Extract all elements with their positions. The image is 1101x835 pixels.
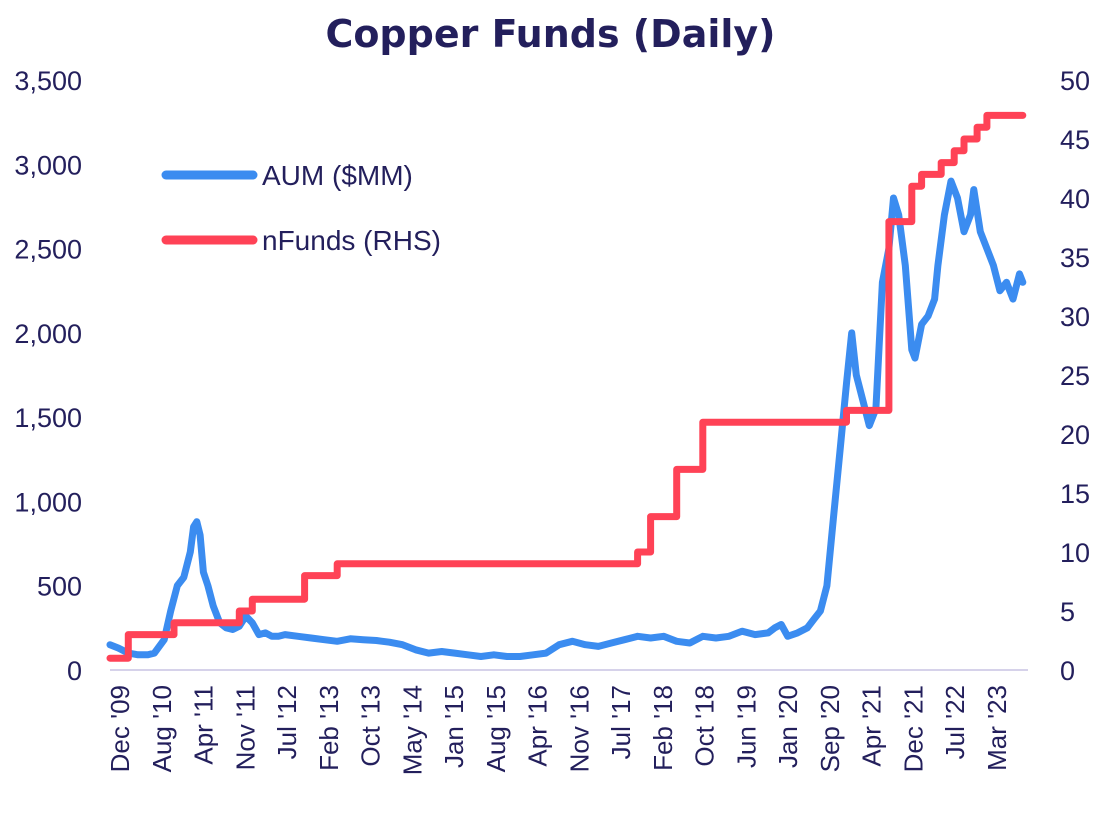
- right-axis-tick-label: 50: [1060, 66, 1090, 96]
- right-axis-tick-label: 0: [1060, 656, 1075, 686]
- x-axis-tick-label: Aug '10: [147, 685, 177, 772]
- x-axis-tick-label: Dec '21: [898, 685, 928, 772]
- x-axis-tick-label: Oct '18: [690, 685, 720, 767]
- left-axis-tick-label: 3,000: [14, 150, 82, 180]
- x-axis-tick-label: Sep '20: [815, 685, 845, 772]
- x-axis-tick-label: Jan '15: [439, 685, 469, 768]
- x-axis-tick-label: Nov '16: [564, 685, 594, 772]
- left-axis-tick-label: 1,000: [14, 487, 82, 517]
- x-axis-tick-label: Jul '17: [606, 685, 636, 759]
- right-axis-tick-label: 45: [1060, 125, 1090, 155]
- legend: AUM ($MM) nFunds (RHS): [161, 160, 441, 256]
- right-axis-tick-label: 25: [1060, 361, 1090, 391]
- left-axis-tick-label: 500: [37, 572, 82, 602]
- x-axis-tick-label: Nov '11: [230, 685, 260, 770]
- left-axis-tick-label: 1,500: [14, 403, 82, 433]
- x-axis-tick-label: Jul '22: [940, 685, 970, 759]
- x-axis-tick-label: Feb '13: [314, 685, 344, 771]
- right-axis-tick-label: 10: [1060, 538, 1090, 568]
- series-layer: [106, 111, 1027, 662]
- right-axis-tick-label: 15: [1060, 479, 1090, 509]
- left-axis: 0 500 1,000 1,500 2,000 2,500 3,000 3,500: [14, 66, 82, 686]
- right-axis: 0 5 10 15 20 25 30 35 40 45 50: [1060, 66, 1090, 686]
- x-axis-tick-label: May '14: [397, 685, 427, 775]
- right-axis-tick-label: 35: [1060, 243, 1090, 273]
- left-axis-tick-label: 3,500: [14, 66, 82, 96]
- x-axis-tick-label: Apr '21: [857, 685, 887, 767]
- right-axis-tick-label: 40: [1060, 184, 1090, 214]
- x-axis-tick-label: Jun '19: [731, 685, 761, 768]
- x-axis: Dec '09 Aug '10 Apr '11 Nov '11 Jul '12 Feb '…: [105, 669, 1028, 775]
- left-axis-tick-label: 0: [67, 656, 82, 686]
- left-axis-tick-label: 2,000: [14, 319, 82, 349]
- right-axis-tick-label: 5: [1060, 597, 1075, 627]
- legend-label: AUM ($MM): [262, 160, 413, 191]
- legend-label: nFunds (RHS): [262, 225, 441, 256]
- x-axis-tick-label: Oct '13: [356, 685, 386, 767]
- x-axis-tick-label: Apr '16: [523, 685, 553, 767]
- right-axis-tick-label: 20: [1060, 420, 1090, 450]
- x-axis-tick-label: Mar '23: [982, 685, 1012, 771]
- right-axis-tick-label: 30: [1060, 302, 1090, 332]
- left-axis-tick-label: 2,500: [14, 235, 82, 265]
- x-axis-tick-label: Feb '18: [648, 685, 678, 771]
- series-line-nfunds-rhs: [106, 111, 1027, 662]
- x-axis-tick-label: Jan '20: [773, 685, 803, 768]
- x-axis-tick-label: Aug '15: [481, 685, 511, 772]
- x-axis-tick-label: Dec '09: [105, 685, 135, 772]
- x-axis-tick-label: Jul '12: [272, 685, 302, 759]
- x-axis-tick-label: Apr '11: [189, 685, 219, 765]
- chart-title: Copper Funds (Daily): [325, 12, 776, 56]
